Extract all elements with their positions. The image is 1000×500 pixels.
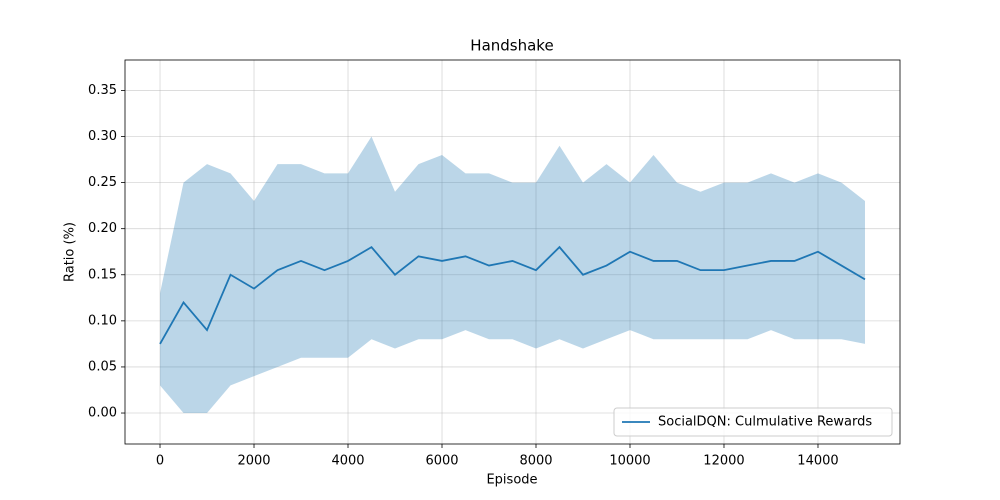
x-tick-label: 8000 <box>519 454 552 469</box>
plot-frame <box>124 59 901 445</box>
chart-title: Handshake <box>470 37 553 55</box>
y-tick-label: 0.25 <box>88 175 117 190</box>
x-tick-label: 0 <box>156 454 164 469</box>
legend-box <box>613 407 893 437</box>
legend: SocialDQN: Culmulative Rewards <box>613 407 893 437</box>
y-tick-label: 0.00 <box>88 406 117 421</box>
x-tick-label: 12000 <box>703 454 744 469</box>
y-axis-label: Ratio (%) <box>63 222 78 282</box>
y-tick-label: 0.15 <box>88 267 117 282</box>
x-tick-label: 6000 <box>425 454 458 469</box>
x-tick-label: 2000 <box>237 454 270 469</box>
x-tick-label: 10000 <box>609 454 650 469</box>
x-tick-label: 4000 <box>331 454 364 469</box>
x-axis-label: Episode <box>486 473 537 488</box>
y-tick-label: 0.20 <box>88 221 117 236</box>
legend-label: SocialDQN: Culmulative Rewards <box>658 415 872 430</box>
y-tick-label: 0.10 <box>88 313 117 328</box>
y-tick-label: 0.35 <box>88 83 117 98</box>
std-band <box>160 136 865 414</box>
line <box>159 245 866 345</box>
y-tick-label: 0.05 <box>88 359 117 374</box>
y-tick-label: 0.30 <box>88 129 117 144</box>
x-tick-label: 14000 <box>797 454 838 469</box>
